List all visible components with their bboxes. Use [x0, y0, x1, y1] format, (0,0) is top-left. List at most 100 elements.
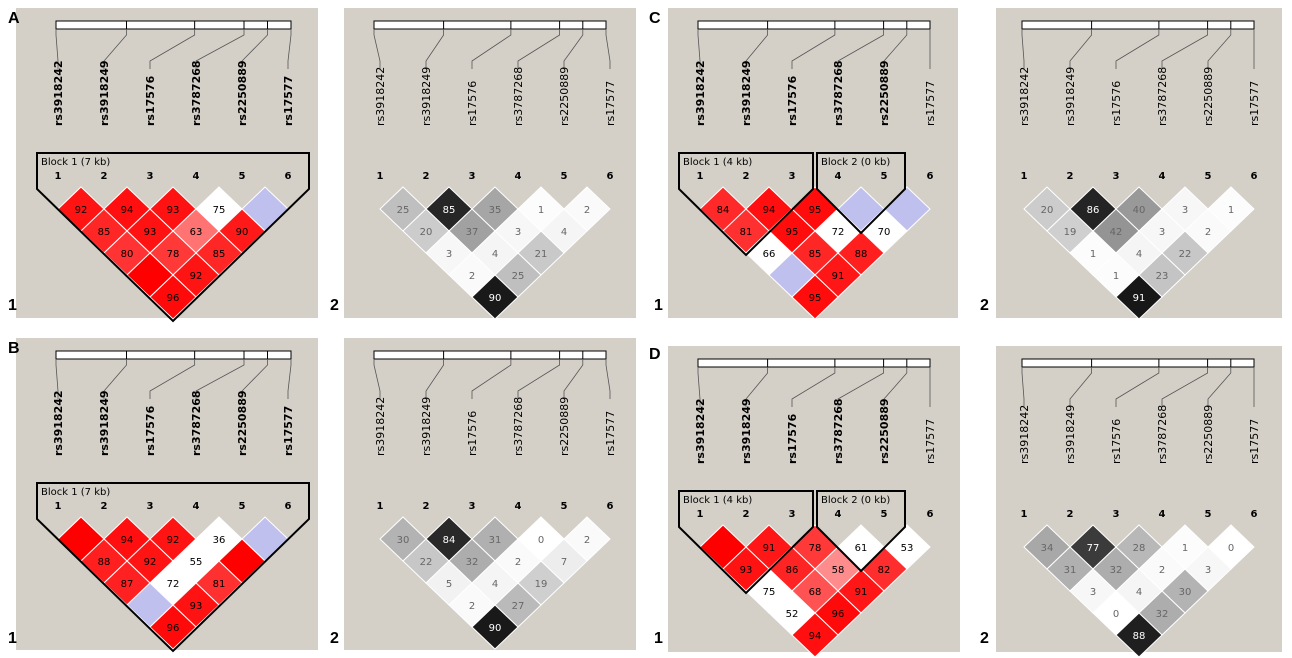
ld-value: 90 [236, 227, 249, 238]
snp-label: rs17576 [786, 413, 799, 464]
panel-letter-c: C [649, 10, 661, 27]
panel-a2: rs3918242 rs3918249 rs17576 rs3787268 rs2250… [344, 8, 636, 320]
snp-label: rs3918242 [52, 390, 65, 456]
ld-value: 23 [1156, 271, 1169, 282]
ld-cell [1115, 612, 1163, 658]
marker-index: 6 [607, 171, 614, 182]
marker-index: 3 [469, 501, 476, 512]
ld-value: 1 [1090, 249, 1096, 260]
marker-index: 2 [423, 171, 430, 182]
panel-number-b1: 1 [8, 630, 17, 647]
marker-index: 3 [1113, 171, 1120, 182]
marker-index: 4 [515, 171, 522, 182]
snp-label: rs3918242 [694, 398, 707, 464]
snp-label: rs17577 [282, 406, 295, 456]
snp-label: rs3918249 [1064, 67, 1077, 126]
ld-value: 75 [213, 205, 226, 216]
panel-b1: rs3918242 rs3918249 rs17576 rs3787268 rs2250… [16, 338, 318, 653]
ld-value: 3 [1159, 227, 1165, 238]
snp-label: rs2250889 [236, 390, 249, 456]
ld-value: 32 [1156, 609, 1169, 620]
snp-label: rs3918242 [1018, 405, 1031, 464]
ld-value: 86 [1087, 205, 1100, 216]
marker-index: 3 [147, 171, 154, 182]
ld-value: 0 [1113, 609, 1119, 620]
panel-letter-b: B [8, 340, 20, 357]
marker-index: 1 [1021, 509, 1028, 520]
marker-connector [791, 367, 836, 407]
snp-label: rs17577 [1248, 419, 1261, 464]
marker-index: 5 [881, 509, 888, 520]
ld-value: 91 [763, 543, 776, 554]
snp-label: rs3918249 [98, 60, 111, 126]
marker-ruler [1021, 358, 1255, 368]
marker-connector [287, 359, 292, 399]
snp-label: rs17577 [604, 81, 617, 126]
marker-index: 5 [561, 501, 568, 512]
ld-value: 75 [763, 587, 776, 598]
panel-number-a1: 1 [8, 297, 17, 314]
ld-value: 36 [213, 535, 226, 546]
marker-index: 6 [927, 171, 934, 182]
haplotype-block [678, 490, 814, 595]
ld-value: 4 [492, 579, 498, 590]
snp-label: rs17576 [144, 405, 157, 456]
snp-label: rs3787268 [1156, 67, 1169, 126]
marker-connector [195, 29, 245, 69]
marker-connector [605, 359, 611, 399]
ld-value: 53 [901, 543, 914, 554]
marker-connector [883, 29, 908, 69]
marker-ruler [697, 20, 931, 30]
ld-value: 28 [1133, 543, 1146, 554]
marker-connector [563, 29, 584, 69]
marker-connector [517, 29, 561, 69]
snp-label: rs3918249 [1064, 405, 1077, 464]
ld-value: 87 [121, 579, 134, 590]
panel-d2: rs3918242 rs3918249 rs17576 rs3787268 rs2250… [996, 346, 1282, 658]
marker-index: 6 [285, 171, 292, 182]
ld-value: 1 [1113, 271, 1119, 282]
ld-value: 58 [832, 565, 845, 576]
ld-value: 37 [466, 227, 479, 238]
panel-c2: rs3918242 rs3918249 rs17576 rs3787268 rs2250… [996, 8, 1282, 320]
marker-ruler [55, 20, 292, 30]
ld-value: 85 [809, 249, 822, 260]
marker-connector [517, 359, 561, 399]
ld-plot-d2: rs3918242 rs3918249 rs17576 rs3787268 rs2250… [1018, 358, 1261, 658]
snp-label: rs17577 [282, 76, 295, 126]
ld-value: 40 [1133, 205, 1146, 216]
snp-label: rs17576 [1110, 419, 1123, 464]
marker-index: 1 [377, 171, 384, 182]
marker-index: 6 [607, 501, 614, 512]
snp-label: rs3787268 [512, 397, 525, 456]
panel-letter-a: A [8, 10, 20, 27]
ld-value: 7 [561, 557, 567, 568]
ld-value: 25 [397, 205, 410, 216]
marker-connector [745, 367, 768, 407]
snp-label: rs17577 [924, 419, 937, 464]
marker-connector [149, 359, 196, 399]
panel-c1: rs3918242 rs3918249 rs17576 rs3787268 rs2250… [668, 8, 958, 320]
snp-label: rs2250889 [1202, 405, 1215, 464]
ld-value: 32 [466, 557, 479, 568]
ld-value: 52 [786, 609, 799, 620]
ld-value: 93 [190, 601, 203, 612]
snp-label: rs3918249 [740, 398, 753, 464]
marker-connector [103, 359, 127, 399]
snp-label: rs3918249 [98, 390, 111, 456]
snp-label: rs3918242 [1018, 67, 1031, 126]
marker-index: 2 [743, 509, 750, 520]
marker-index: 5 [239, 501, 246, 512]
ld-value: 80 [121, 249, 134, 260]
marker-connector [287, 29, 292, 69]
ld-value: 94 [121, 205, 134, 216]
marker-index: 5 [1205, 509, 1212, 520]
ld-value: 94 [763, 205, 776, 216]
ld-value: 2 [515, 557, 521, 568]
marker-connector [697, 367, 701, 407]
snp-label: rs17577 [1248, 81, 1261, 126]
ld-value: 70 [878, 227, 891, 238]
ld-value: 2 [469, 601, 475, 612]
marker-connector [791, 29, 836, 69]
marker-index: 1 [697, 171, 704, 182]
